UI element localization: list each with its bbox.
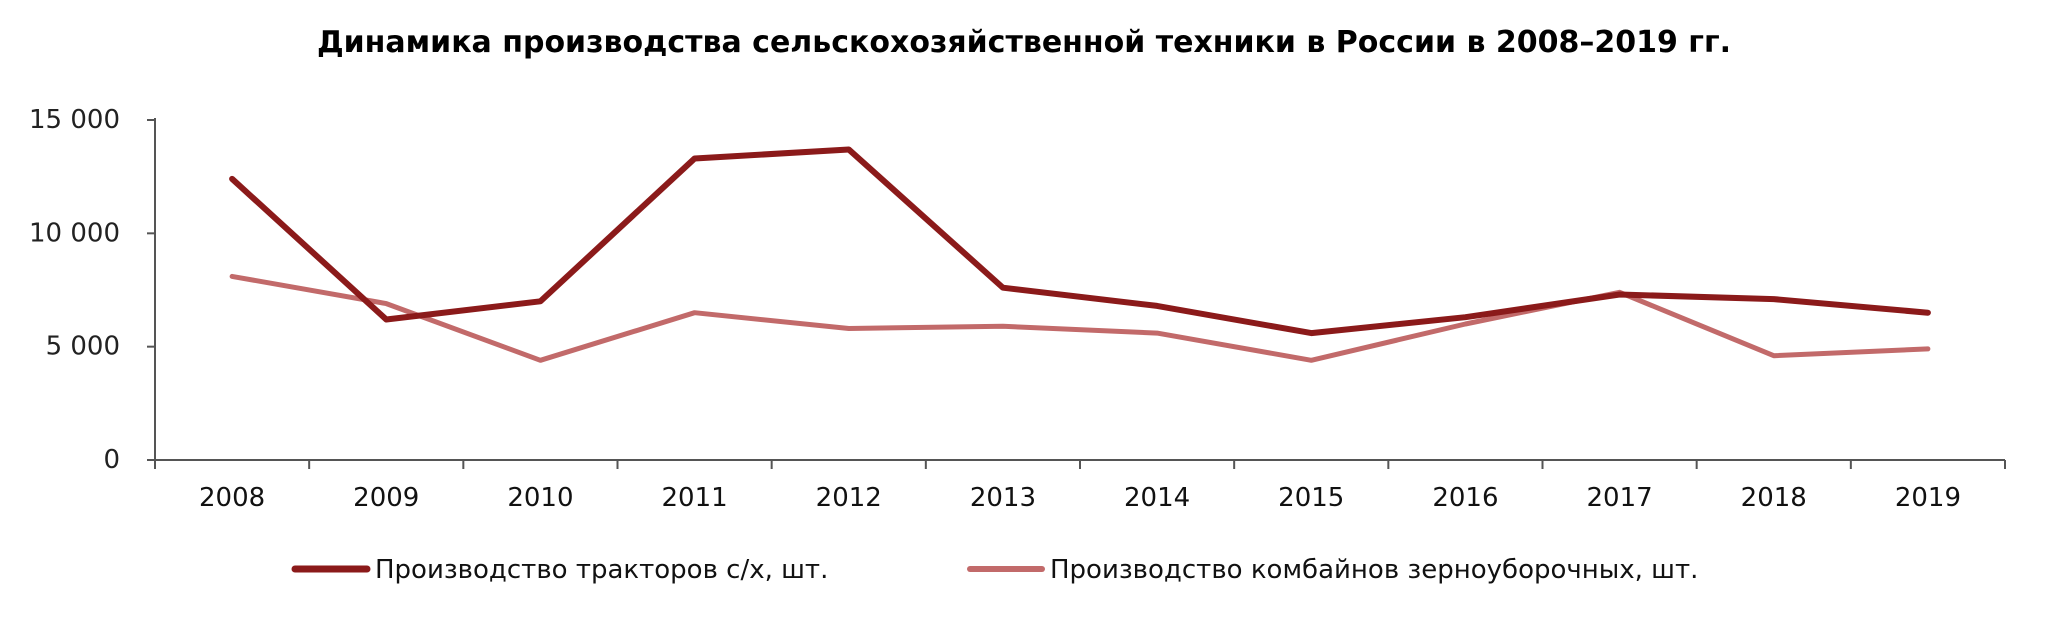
x-tick-label: 2018 xyxy=(1741,483,1807,513)
x-tick-label: 2010 xyxy=(507,483,573,513)
x-tick-label: 2013 xyxy=(970,483,1036,513)
y-tick-label: 15 000 xyxy=(29,105,120,135)
x-tick-label: 2011 xyxy=(661,483,727,513)
series-line-combines xyxy=(229,273,1931,363)
x-axis-ticks: 2008 2009 2010 2011 2012 2013 2014 2015 2016 2017… xyxy=(154,460,2006,513)
x-tick-label: 2015 xyxy=(1278,483,1344,513)
x-tick-label: 2008 xyxy=(199,483,265,513)
y-tick-label: 10 000 xyxy=(29,218,120,248)
legend-label-combines: Производство комбайнов зерноуборочных, ш… xyxy=(1050,555,1698,585)
x-tick-label: 2016 xyxy=(1432,483,1498,513)
y-tick-label: 5 000 xyxy=(46,332,120,362)
y-tick-label: 0 xyxy=(103,445,120,475)
legend: Производство тракторов с/х, шт. Производс… xyxy=(291,555,1698,585)
x-tick-label: 2009 xyxy=(353,483,419,513)
x-tick-label: 2014 xyxy=(1124,483,1190,513)
axes xyxy=(154,118,2005,461)
x-tick-label: 2012 xyxy=(816,483,882,513)
series-line-tractors xyxy=(229,146,1931,337)
x-tick-label: 2017 xyxy=(1586,483,1652,513)
x-tick-label: 2019 xyxy=(1895,483,1961,513)
y-axis-ticks: 0 5 000 10 000 15 000 xyxy=(29,105,155,475)
series-lines xyxy=(229,146,1931,363)
chart-title: Динамика производства сельскохозяйственн… xyxy=(317,25,1731,60)
legend-label-tractors: Производство тракторов с/х, шт. xyxy=(375,555,828,585)
